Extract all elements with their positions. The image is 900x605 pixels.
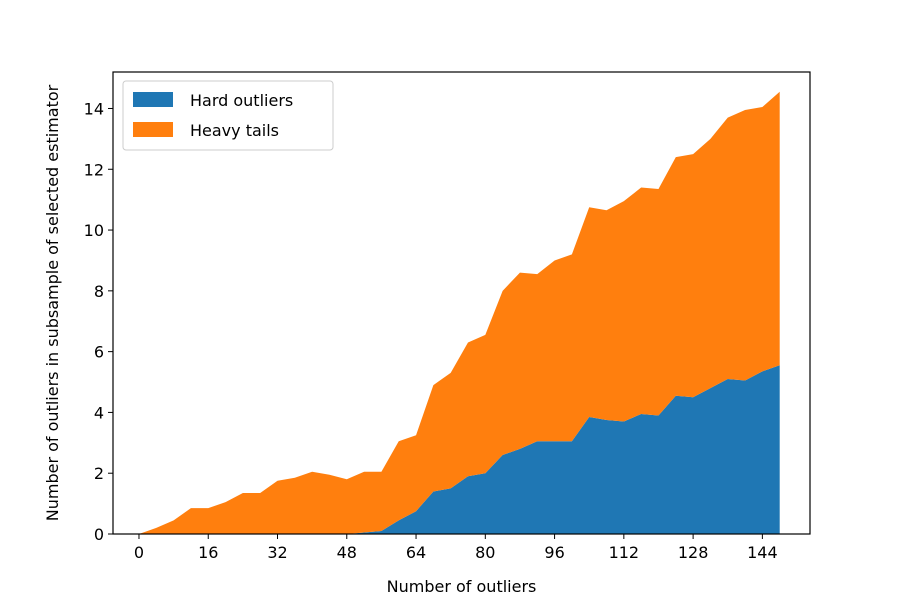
legend: Hard outliers Heavy tails bbox=[122, 80, 334, 151]
y-tick-label: 0 bbox=[94, 525, 104, 544]
y-tick-label: 8 bbox=[94, 282, 104, 301]
x-tick-label: 80 bbox=[475, 543, 495, 562]
y-tick-label: 14 bbox=[84, 99, 104, 118]
legend-swatch bbox=[133, 122, 173, 137]
x-tick-label: 112 bbox=[609, 543, 640, 562]
x-tick-label: 96 bbox=[544, 543, 564, 562]
y-tick-label: 12 bbox=[84, 160, 104, 179]
y-tick-label: 6 bbox=[94, 343, 104, 362]
legend-box bbox=[122, 80, 334, 151]
area-layer bbox=[138, 91, 780, 534]
area-series-0 bbox=[138, 365, 780, 534]
y-tick-label: 10 bbox=[84, 221, 104, 240]
x-tick-label: 128 bbox=[678, 543, 709, 562]
x-axis: 0 16 32 48 64 80 96 112 128 144 bbox=[134, 534, 778, 562]
plot-frame bbox=[112, 71, 811, 535]
y-axis-label: Number of outliers in subsample of selec… bbox=[43, 84, 62, 521]
legend-label: Hard outliers bbox=[190, 91, 293, 110]
x-tick-label: 0 bbox=[134, 543, 144, 562]
x-tick-label: 144 bbox=[747, 543, 778, 562]
y-tick-label: 4 bbox=[94, 403, 104, 422]
x-tick-label: 32 bbox=[267, 543, 287, 562]
x-axis-label: Number of outliers bbox=[387, 577, 537, 596]
x-tick-label: 64 bbox=[406, 543, 426, 562]
x-tick-label: 16 bbox=[198, 543, 218, 562]
y-tick-label: 2 bbox=[94, 464, 104, 483]
legend-swatch bbox=[133, 92, 173, 107]
legend-label: Heavy tails bbox=[190, 121, 279, 140]
y-axis: 0 2 4 6 8 10 12 14 bbox=[84, 99, 113, 544]
area-series-1 bbox=[138, 91, 780, 534]
x-tick-label: 48 bbox=[337, 543, 357, 562]
